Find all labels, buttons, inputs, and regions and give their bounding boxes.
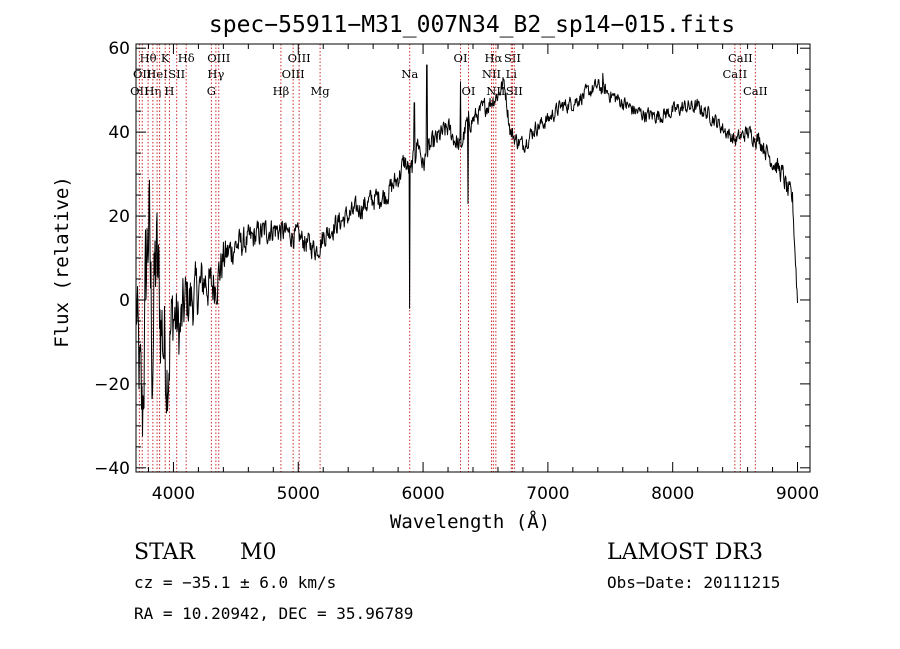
x-tick-label: 8000 bbox=[651, 484, 694, 504]
marker-label: Na bbox=[401, 67, 418, 81]
marker-label: OII bbox=[133, 67, 152, 81]
x-axis-label: Wavelength (Å) bbox=[390, 510, 550, 533]
marker-label: CaII bbox=[722, 67, 747, 81]
spectrum-flux-line bbox=[135, 64, 798, 437]
chart-title: spec−55911−M31_007N34_B2_sp14−015.fits bbox=[209, 12, 735, 38]
y-tick-label: 20 bbox=[108, 207, 130, 227]
marker-label: HeI bbox=[146, 67, 167, 81]
sky-coordinates: RA = 10.20942, DEC = 35.96789 bbox=[134, 604, 413, 623]
object-class: STAR bbox=[134, 540, 196, 565]
observation-date: Obs−Date: 20111215 bbox=[607, 573, 780, 592]
marker-label: OII bbox=[130, 84, 149, 98]
y-tick-label: 0 bbox=[119, 291, 130, 311]
marker-label: OI bbox=[462, 84, 476, 98]
marker-label: K bbox=[161, 51, 170, 65]
marker-label: SII bbox=[506, 84, 523, 98]
marker-label: SII bbox=[504, 51, 521, 65]
survey-name: LAMOST DR3 bbox=[607, 540, 763, 565]
marker-label: G bbox=[207, 84, 216, 98]
marker-label: OIII bbox=[282, 67, 305, 81]
marker-label: Mg bbox=[311, 84, 331, 98]
axes: 4000 5000 6000 7000 8000 9000 −40 −20 0 20 40 60 bbox=[94, 39, 819, 504]
y-axis-label: Flux (relative) bbox=[51, 176, 73, 348]
marker-label: Hδ bbox=[178, 51, 195, 65]
plot-area bbox=[135, 64, 798, 437]
marker-label: CaII bbox=[743, 84, 768, 98]
marker-label: Hα bbox=[484, 51, 502, 65]
marker-label: OIII bbox=[207, 51, 230, 65]
x-tick-label: 6000 bbox=[401, 484, 444, 504]
y-tick-label: 40 bbox=[108, 123, 130, 143]
x-tick-label: 4000 bbox=[152, 484, 195, 504]
marker-label: Li bbox=[506, 67, 518, 81]
x-tick-label: 9000 bbox=[776, 484, 819, 504]
marker-label: Hβ bbox=[273, 84, 290, 98]
marker-label: SII bbox=[168, 67, 185, 81]
marker-label: CaII bbox=[728, 51, 753, 65]
marker-label: H bbox=[164, 84, 174, 98]
marker-label: Hη bbox=[144, 84, 161, 98]
x-tick-label: 7000 bbox=[526, 484, 569, 504]
marker-label: OIII bbox=[288, 51, 311, 65]
object-subclass: M0 bbox=[240, 540, 277, 565]
y-tick-label: −40 bbox=[94, 459, 130, 479]
marker-label: NII bbox=[482, 67, 501, 81]
marker-label: OI bbox=[454, 51, 468, 65]
spectral-line-markers: OIIHθOIIHηHeIKHSIIHδGHγOIIIHβOIIIOIIIMgN… bbox=[130, 44, 768, 472]
redshift-velocity: cz = −35.1 ± 6.0 km/s bbox=[134, 573, 336, 592]
x-tick-label: 5000 bbox=[277, 484, 320, 504]
y-tick-label: 60 bbox=[108, 39, 130, 59]
marker-label: Hγ bbox=[207, 67, 224, 81]
y-tick-label: −20 bbox=[94, 375, 130, 395]
